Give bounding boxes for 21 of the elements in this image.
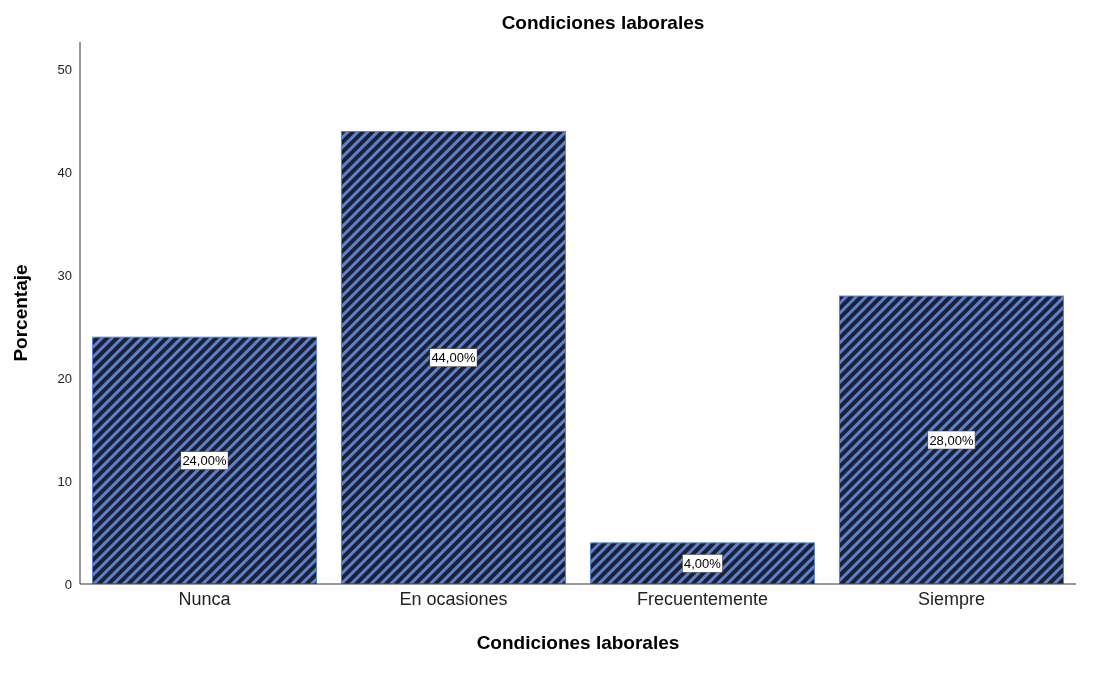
y-tick-label: 10 <box>57 473 72 489</box>
x-tick-label: Siempre <box>917 588 986 609</box>
y-tick-label: 0 <box>64 576 72 592</box>
bar <box>91 336 317 584</box>
data-label: 28,00% <box>929 432 974 448</box>
data-label: 24,00% <box>182 453 227 469</box>
y-tick-label: 40 <box>57 165 72 181</box>
y-axis-title: Porcentaje <box>9 264 31 362</box>
x-axis-title: Condiciones laborales <box>476 632 680 653</box>
chart-title: Condiciones laborales <box>500 12 706 34</box>
x-tick-label: Nunca <box>178 588 232 609</box>
x-tick-label: En ocasiones <box>399 588 508 609</box>
x-tick-label: Frecuentemente <box>636 588 769 609</box>
bar <box>340 130 566 584</box>
bar <box>589 542 815 584</box>
y-tick-label: 50 <box>57 62 72 78</box>
data-label: 44,00% <box>431 350 476 366</box>
y-tick-label: 20 <box>57 370 72 386</box>
data-label: 4,00% <box>684 555 722 571</box>
bar <box>838 295 1064 584</box>
y-tick-label: 30 <box>57 268 72 284</box>
